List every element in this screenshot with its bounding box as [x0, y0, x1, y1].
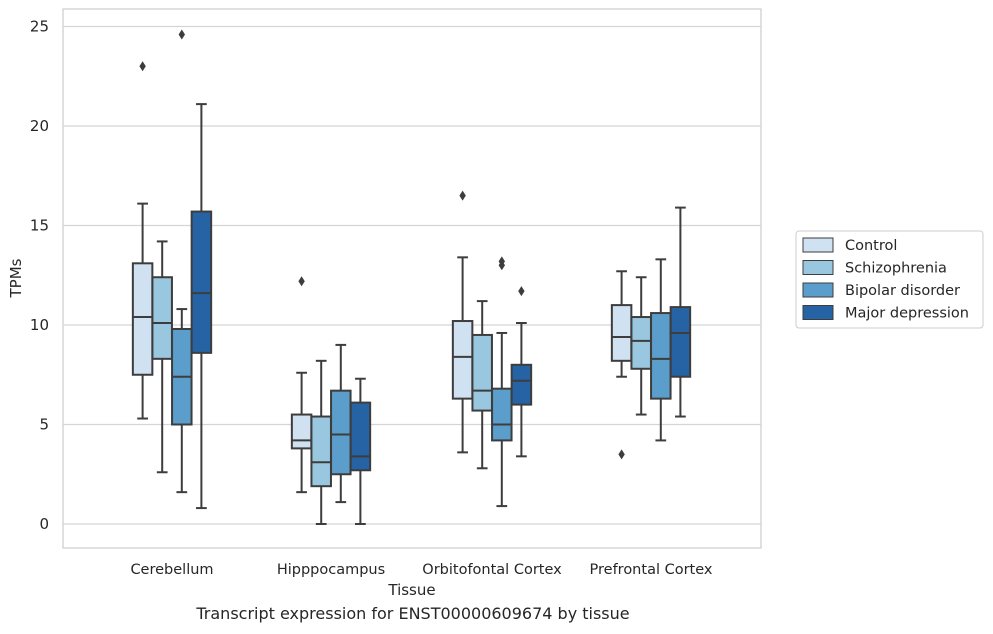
iqr-box [471, 333, 493, 412]
y-tick-label: 15 [30, 217, 49, 235]
box-group [151, 240, 173, 474]
iqr-box [610, 304, 633, 362]
x-axis-label: Tissue [387, 581, 435, 599]
iqr-box [349, 401, 372, 472]
iqr-box [290, 413, 313, 450]
figure-caption: Transcript expression for ENST0000060967… [196, 604, 630, 623]
y-tick-label: 10 [30, 316, 49, 334]
box-group [171, 29, 193, 494]
y-tick-label: 0 [39, 515, 49, 533]
box-group [349, 377, 372, 525]
iqr-box [310, 415, 332, 488]
box-group [330, 343, 352, 504]
iqr-box [131, 262, 154, 376]
box-group [630, 276, 652, 416]
legend-frame [795, 230, 984, 329]
box-group [510, 286, 533, 458]
plot-area [62, 8, 762, 549]
outlier-point [298, 276, 305, 287]
legend-swatch [802, 260, 834, 275]
legend-swatch [802, 237, 834, 253]
iqr-box [630, 316, 652, 370]
box-group [491, 256, 513, 508]
box-group [190, 103, 213, 510]
x-tick-label: Prefrontal Cortex [590, 562, 713, 578]
iqr-box [669, 306, 692, 378]
iqr-box [491, 387, 513, 442]
y-tick-label: 20 [30, 117, 49, 135]
y-axis-label: TPMs [7, 258, 25, 298]
box-group [290, 276, 313, 494]
iqr-box [330, 389, 352, 476]
x-tick-label: Hipppocampus [277, 562, 385, 578]
legend-label: Control [845, 238, 897, 254]
outlier-point [459, 190, 466, 201]
legend-swatch [802, 282, 834, 298]
legend-swatch [802, 305, 834, 320]
legend-label: Bipolar disorder [845, 283, 960, 299]
box-group [669, 206, 692, 418]
outlier-point [178, 29, 185, 40]
box-group [310, 359, 332, 525]
box-group [471, 300, 493, 470]
box-groups [131, 29, 692, 525]
outlier-point [518, 286, 525, 297]
y-tick-labels: 0 5 10 15 20 25 [30, 18, 49, 534]
y-tick-label: 5 [39, 416, 49, 434]
iqr-box [510, 363, 533, 406]
x-tick-labels: Cerebellum Hipppocampus Orbitofontal Corte… [130, 562, 712, 578]
legend-label: Schizophrenia [845, 261, 947, 277]
outlier-point [139, 61, 146, 72]
y-tick-label: 25 [30, 18, 49, 36]
x-tick-label: Orbitofontal Cortex [422, 562, 562, 578]
outlier-point [618, 449, 625, 460]
legend: Control Schizophrenia Bipolar disorder Majo… [795, 230, 984, 329]
outlier-point [498, 260, 505, 271]
iqr-box [190, 210, 213, 354]
iqr-box [650, 312, 672, 400]
iqr-box [151, 276, 173, 360]
x-tick-label: Cerebellum [130, 562, 213, 578]
legend-label: Major depression [845, 306, 969, 322]
iqr-box [451, 320, 474, 400]
box-group [451, 190, 474, 454]
